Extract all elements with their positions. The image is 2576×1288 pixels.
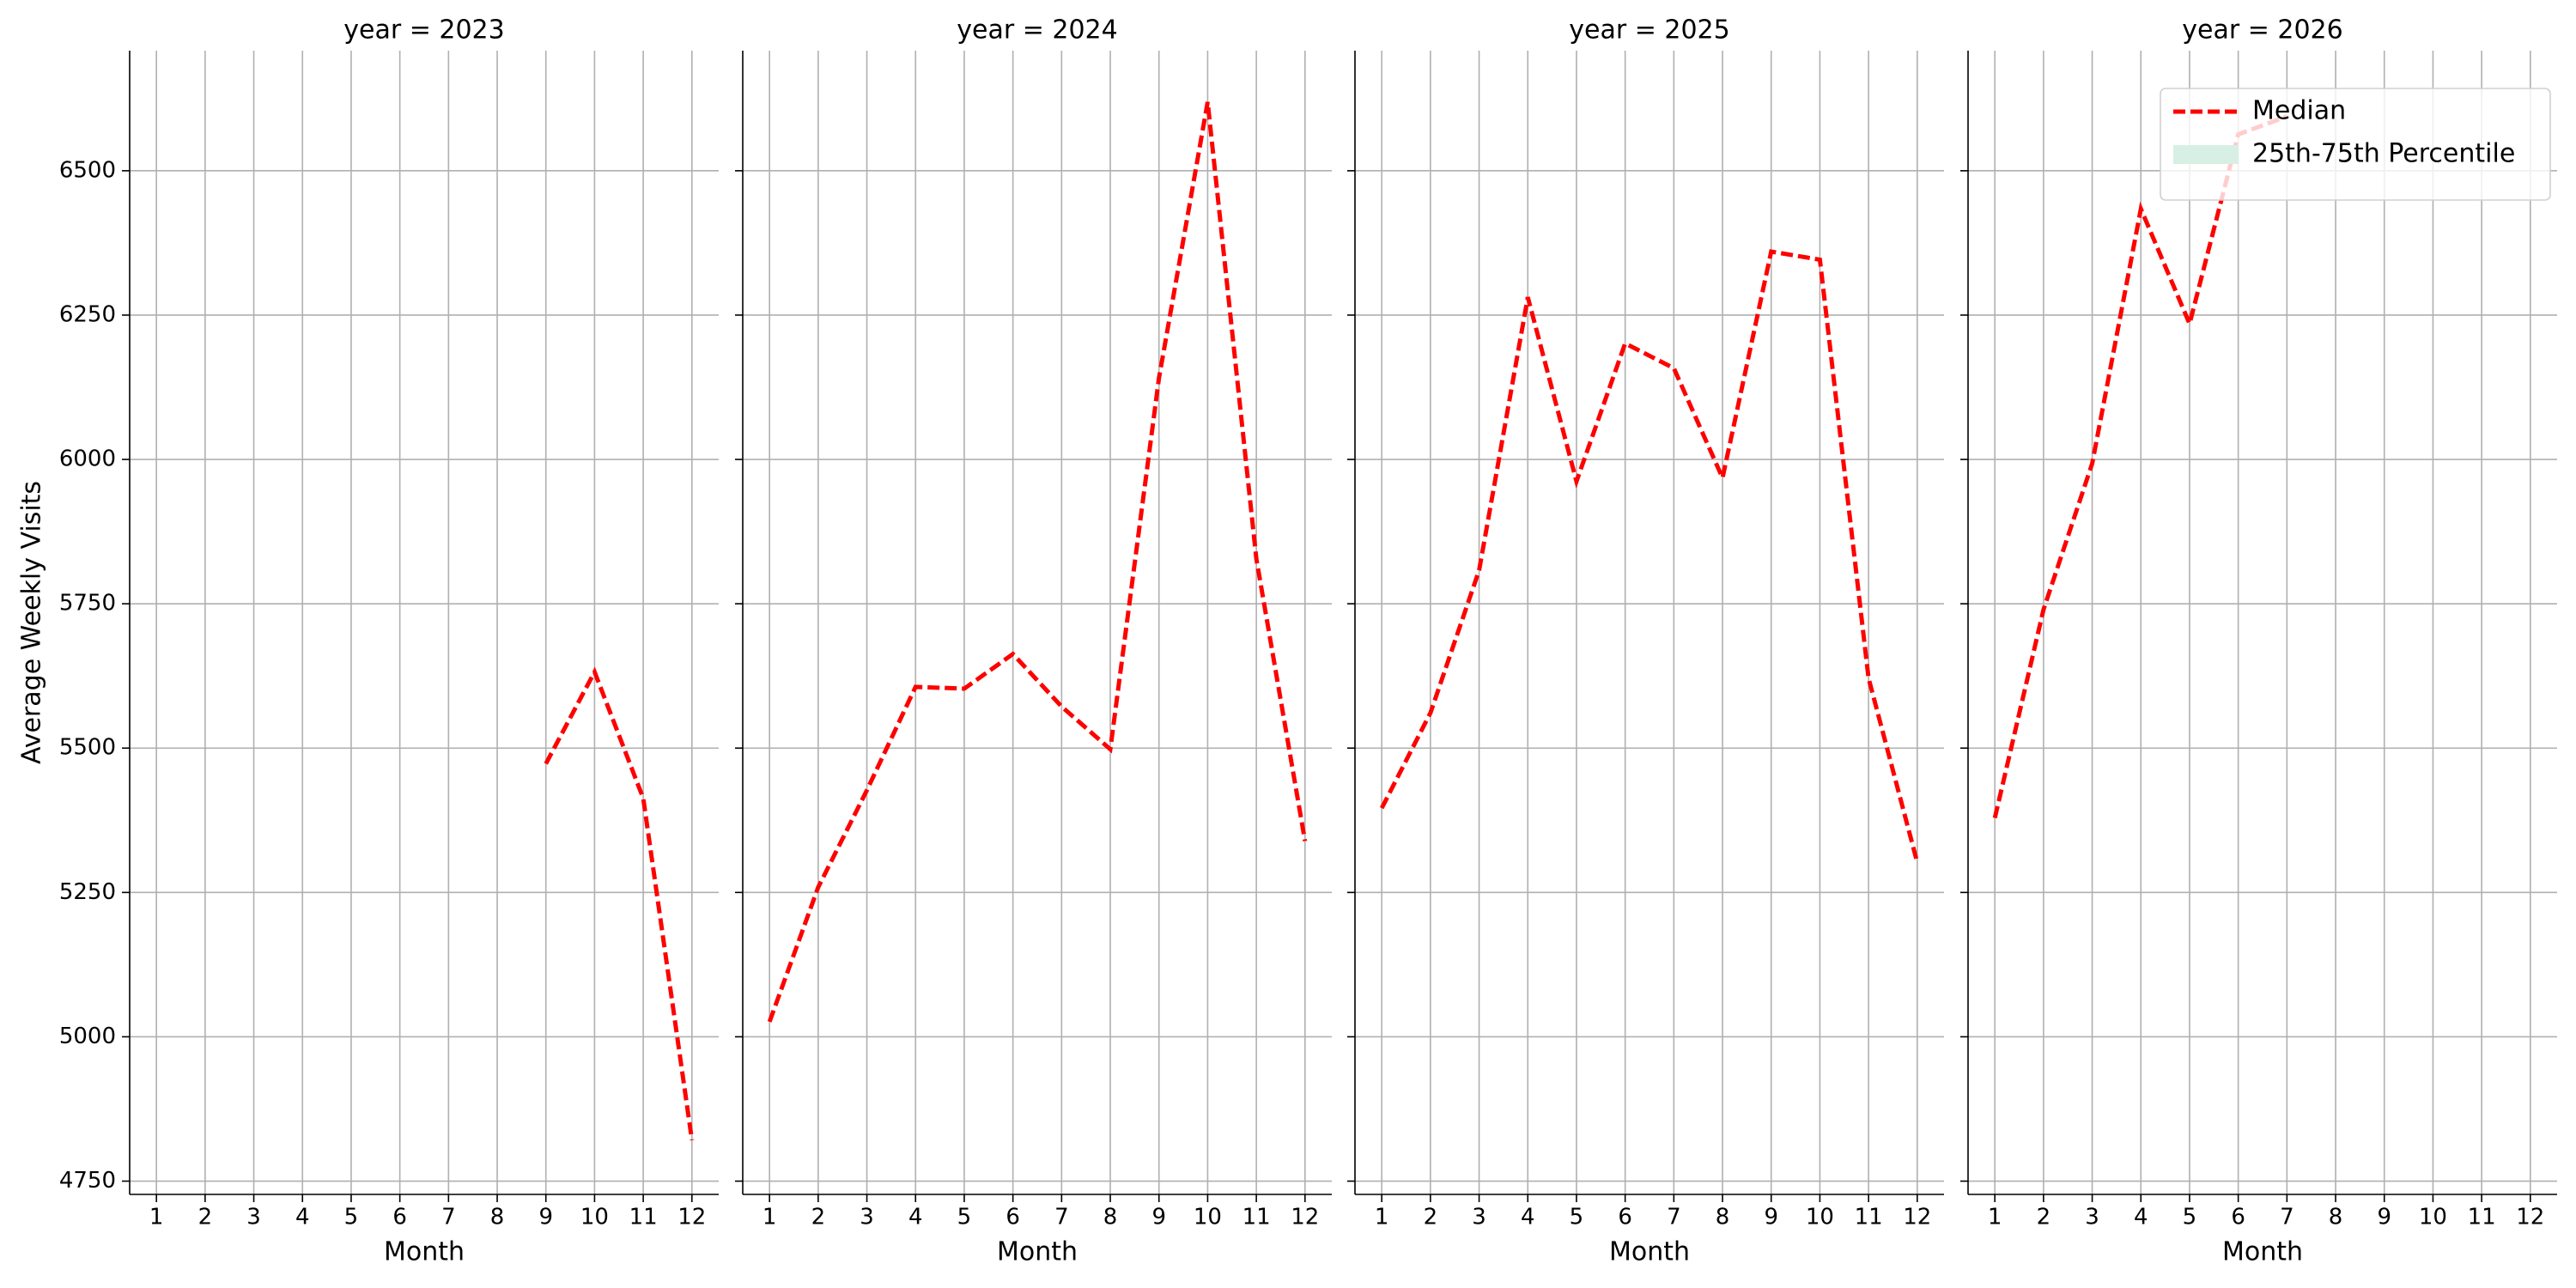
x-tick-label: 1 bbox=[1988, 1205, 2002, 1230]
line-series bbox=[767, 101, 1308, 1023]
y-tick-label: 6000 bbox=[59, 447, 116, 472]
x-tick-label: 6 bbox=[2231, 1205, 2245, 1230]
x-tick-label: 4 bbox=[1521, 1205, 1535, 1230]
x-tick-label: 11 bbox=[1242, 1205, 1271, 1230]
x-tick-label: 8 bbox=[490, 1205, 505, 1230]
x-tick-label: 9 bbox=[1764, 1205, 1778, 1230]
x-tick-label: 1 bbox=[1375, 1205, 1389, 1230]
x-tick-label: 4 bbox=[908, 1205, 923, 1230]
y-axis-label: Average Weekly Visits bbox=[17, 481, 47, 764]
facet-title: year = 2025 bbox=[1569, 15, 1730, 46]
x-tick-label: 12 bbox=[677, 1205, 706, 1230]
x-tick-label: 2 bbox=[2037, 1205, 2051, 1230]
x-tick-label: 7 bbox=[1054, 1205, 1069, 1230]
x-tick-label: 5 bbox=[344, 1205, 359, 1230]
x-tick-label: 11 bbox=[2468, 1205, 2496, 1230]
line-series bbox=[544, 666, 695, 1141]
x-tick-label: 4 bbox=[295, 1205, 310, 1230]
legend-label: 25th-75th Percentile bbox=[2252, 139, 2515, 169]
x-tick-label: 2 bbox=[198, 1205, 213, 1230]
x-axis-label: Month bbox=[997, 1237, 1078, 1267]
legend-box bbox=[2160, 88, 2551, 201]
facet-title: year = 2023 bbox=[343, 15, 505, 46]
x-tick-label: 12 bbox=[1903, 1205, 1931, 1230]
x-tick-label: 11 bbox=[1855, 1205, 1883, 1230]
x-tick-label: 4 bbox=[2134, 1205, 2148, 1230]
x-tick-label: 3 bbox=[860, 1205, 874, 1230]
x-tick-label: 10 bbox=[2419, 1205, 2447, 1230]
x-tick-label: 9 bbox=[538, 1205, 553, 1230]
x-tick-label: 1 bbox=[149, 1205, 164, 1230]
x-tick-label: 2 bbox=[811, 1205, 826, 1230]
legend-label: Median bbox=[2252, 96, 2346, 126]
y-tick-label: 4750 bbox=[59, 1168, 116, 1194]
line-series bbox=[1379, 249, 1920, 864]
x-tick-label: 11 bbox=[629, 1205, 658, 1230]
y-tick-label: 6500 bbox=[59, 157, 116, 183]
y-tick-label: 6250 bbox=[59, 301, 116, 327]
x-tick-label: 10 bbox=[1806, 1205, 1834, 1230]
x-tick-label: 7 bbox=[441, 1205, 456, 1230]
y-tick-label: 5500 bbox=[59, 735, 116, 761]
x-tick-label: 5 bbox=[1570, 1205, 1584, 1230]
x-tick-label: 3 bbox=[1472, 1205, 1486, 1230]
y-tick-label: 5750 bbox=[59, 591, 116, 617]
x-tick-label: 9 bbox=[1151, 1205, 1166, 1230]
x-tick-label: 2 bbox=[1424, 1205, 1438, 1230]
x-axis-label: Month bbox=[2222, 1237, 2303, 1267]
facet-title: year = 2026 bbox=[2182, 15, 2343, 46]
x-tick-label: 3 bbox=[2085, 1205, 2099, 1230]
x-tick-label: 3 bbox=[246, 1205, 261, 1230]
x-tick-label: 5 bbox=[2183, 1205, 2197, 1230]
x-tick-label: 8 bbox=[1716, 1205, 1730, 1230]
x-tick-label: 1 bbox=[762, 1205, 777, 1230]
x-tick-label: 6 bbox=[1005, 1205, 1020, 1230]
x-tick-label: 10 bbox=[580, 1205, 609, 1230]
x-tick-label: 8 bbox=[2329, 1205, 2343, 1230]
legend: Median 25th-75th Percentile bbox=[2160, 88, 2551, 201]
x-tick-label: 9 bbox=[2377, 1205, 2391, 1230]
x-tick-label: 12 bbox=[2516, 1205, 2544, 1230]
x-tick-label: 6 bbox=[1618, 1205, 1632, 1230]
x-tick-label: 6 bbox=[392, 1205, 407, 1230]
x-tick-label: 7 bbox=[2280, 1205, 2294, 1230]
x-tick-label: 12 bbox=[1291, 1205, 1319, 1230]
x-axis-label: Month bbox=[384, 1237, 465, 1267]
facet-title: year = 2024 bbox=[957, 15, 1118, 46]
x-tick-label: 8 bbox=[1103, 1205, 1118, 1230]
legend-swatch bbox=[2173, 145, 2239, 164]
x-axis-label: Month bbox=[1609, 1237, 1690, 1267]
y-tick-label: 5000 bbox=[59, 1024, 116, 1049]
y-tick-label: 5250 bbox=[59, 879, 116, 905]
x-tick-label: 5 bbox=[957, 1205, 972, 1230]
x-tick-label: 7 bbox=[1667, 1205, 1681, 1230]
x-tick-label: 10 bbox=[1194, 1205, 1222, 1230]
